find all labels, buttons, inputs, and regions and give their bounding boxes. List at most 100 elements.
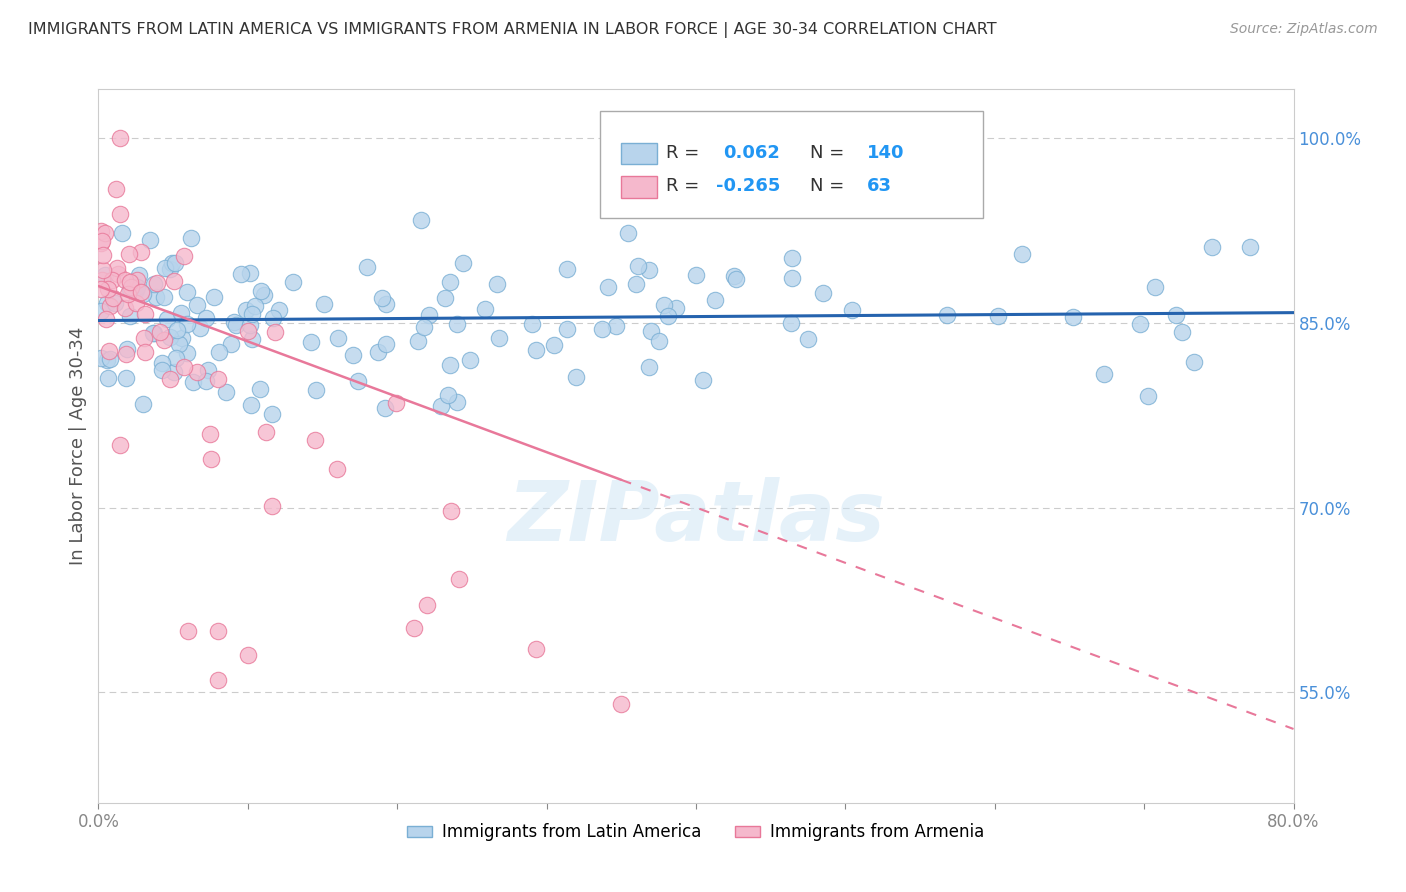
Point [142, 326, 165, 340]
Point [94, 312, 117, 326]
Point [638, 359, 661, 374]
Point [129, 285, 152, 300]
Point [200, 452, 222, 467]
Bar [620, 143, 657, 164]
Point [616, 226, 638, 240]
Point [458, 352, 481, 367]
Point [208, 344, 231, 359]
Point [260, 499, 283, 513]
FancyBboxPatch shape [600, 111, 983, 218]
Point [110, 207, 132, 221]
Point [107, 268, 129, 282]
Point [91, 248, 114, 262]
Point [90, 234, 112, 248]
Point [118, 309, 141, 323]
Point [111, 226, 134, 240]
Point [239, 266, 262, 280]
Point [150, 356, 173, 370]
Point [204, 290, 226, 304]
Point [375, 336, 398, 351]
Point [128, 268, 150, 282]
Point [374, 401, 396, 416]
Point [186, 298, 208, 312]
Point [159, 329, 181, 343]
Point [342, 348, 364, 362]
Point [104, 182, 127, 196]
Point [166, 323, 188, 337]
Point [1239, 240, 1261, 254]
Point [281, 275, 304, 289]
Text: IMMIGRANTS FROM LATIN AMERICA VS IMMIGRANTS FROM ARMENIA IN LABOR FORCE | AGE 30: IMMIGRANTS FROM LATIN AMERICA VS IMMIGRA… [28, 22, 997, 38]
Point [413, 320, 436, 334]
Point [1137, 389, 1160, 403]
Point [262, 310, 284, 325]
Point [156, 311, 179, 326]
Point [94, 268, 117, 283]
Point [105, 260, 128, 275]
Y-axis label: In Labor Force | Age 30-34: In Labor Force | Age 30-34 [69, 326, 87, 566]
Point [657, 309, 679, 323]
Point [555, 322, 578, 336]
Point [239, 318, 262, 332]
Point [356, 260, 378, 274]
Point [524, 343, 547, 357]
Point [370, 291, 392, 305]
Point [108, 131, 131, 145]
Text: N =: N = [810, 144, 844, 161]
Point [183, 375, 205, 389]
Point [90, 224, 112, 238]
Point [605, 319, 627, 334]
Point [524, 642, 547, 657]
Point [648, 334, 671, 349]
Point [90, 282, 112, 296]
Point [1011, 247, 1033, 261]
Point [598, 279, 620, 293]
Point [118, 246, 141, 260]
Point [163, 365, 186, 379]
Point [304, 433, 326, 447]
Point [299, 335, 322, 350]
Point [224, 315, 246, 329]
Point [98, 351, 121, 366]
Point [176, 317, 198, 331]
Point [159, 261, 181, 276]
Point [1129, 317, 1152, 331]
Point [240, 307, 263, 321]
Point [565, 370, 588, 384]
Point [219, 336, 242, 351]
Point [90, 303, 112, 318]
Point [243, 299, 266, 313]
Point [987, 309, 1010, 323]
Text: R =: R = [666, 178, 699, 195]
Point [692, 373, 714, 387]
Point [90, 273, 112, 287]
Point [685, 268, 707, 283]
Point [446, 394, 468, 409]
Point [367, 345, 389, 359]
Point [129, 245, 152, 260]
Point [841, 303, 863, 318]
Point [96, 353, 118, 368]
Point [118, 275, 141, 289]
Point [704, 293, 727, 307]
Point [627, 260, 650, 274]
Point [254, 425, 277, 439]
Point [90, 235, 112, 250]
Point [120, 280, 142, 294]
Point [264, 326, 287, 340]
Point [555, 262, 578, 277]
Point [115, 342, 138, 356]
Point [430, 399, 453, 413]
Point [173, 249, 195, 263]
Point [610, 698, 633, 712]
Point [170, 306, 193, 320]
Point [269, 302, 291, 317]
Point [453, 256, 475, 270]
Point [723, 268, 745, 283]
Point [108, 438, 131, 452]
Point [207, 673, 229, 687]
Point [139, 233, 162, 247]
Point [101, 291, 124, 305]
Point [1062, 310, 1084, 325]
Point [652, 298, 675, 312]
